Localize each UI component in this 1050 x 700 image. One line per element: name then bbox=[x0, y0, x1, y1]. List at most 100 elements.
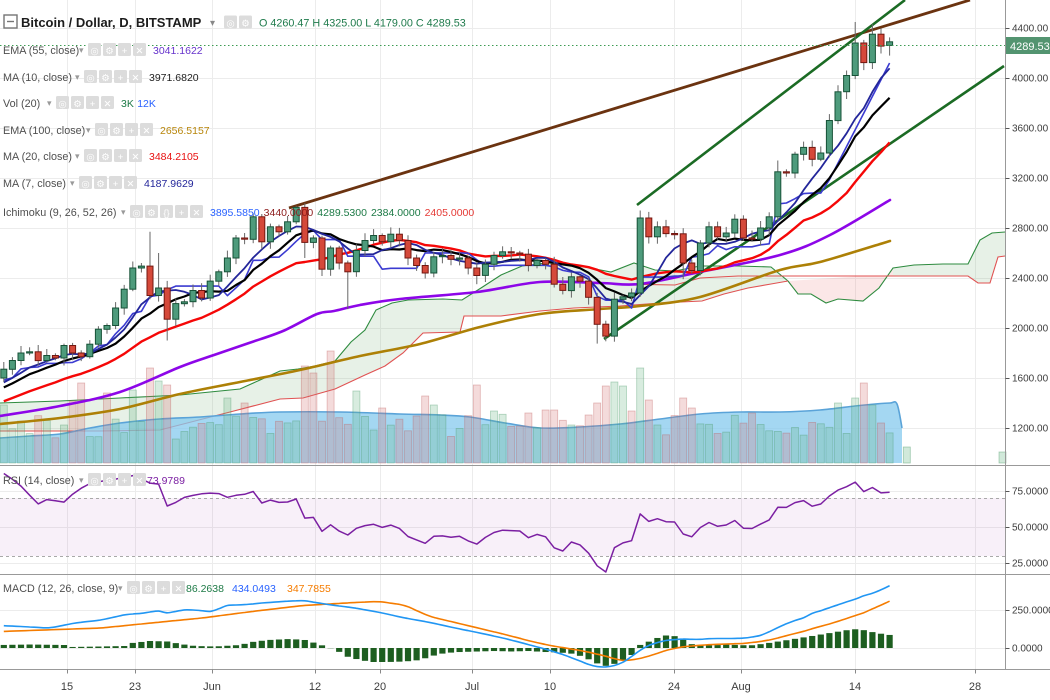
svg-text:O 4260.47 H 4325.00 L 4179.00: O 4260.47 H 4325.00 L 4179.00 C 4289.53 bbox=[259, 18, 466, 30]
svg-text:⚙: ⚙ bbox=[105, 46, 114, 57]
svg-text:2405.0000: 2405.0000 bbox=[425, 207, 475, 219]
svg-text:◎: ◎ bbox=[81, 179, 90, 190]
svg-text:4000.00: 4000.00 bbox=[1012, 74, 1049, 85]
svg-text:▾: ▾ bbox=[47, 98, 52, 108]
svg-text:4289.53: 4289.53 bbox=[1010, 41, 1050, 53]
svg-text:75.0000: 75.0000 bbox=[1012, 487, 1049, 498]
svg-text:Aug: Aug bbox=[731, 681, 751, 693]
svg-text:✕: ✕ bbox=[132, 73, 140, 84]
svg-text:347.7855: 347.7855 bbox=[287, 583, 331, 595]
svg-text:+: + bbox=[90, 99, 96, 110]
svg-text:3200.00: 3200.00 bbox=[1012, 174, 1049, 185]
svg-text:⚙: ⚙ bbox=[96, 179, 105, 190]
svg-text:◎: ◎ bbox=[86, 152, 95, 163]
svg-text:+: + bbox=[118, 73, 124, 84]
svg-text:✕: ✕ bbox=[132, 152, 140, 163]
svg-text:◎: ◎ bbox=[86, 73, 95, 84]
svg-text:▾: ▾ bbox=[79, 475, 84, 485]
svg-text:4187.9629: 4187.9629 bbox=[144, 178, 194, 190]
svg-text:12: 12 bbox=[309, 681, 321, 693]
svg-text:⚙: ⚙ bbox=[147, 208, 156, 219]
svg-text:Jul: Jul bbox=[465, 681, 479, 693]
svg-text:Vol (20): Vol (20) bbox=[3, 98, 40, 110]
svg-text:+: + bbox=[129, 126, 135, 137]
svg-text:✕: ✕ bbox=[193, 208, 201, 219]
svg-text:3971.6820: 3971.6820 bbox=[149, 72, 199, 84]
svg-text:+: + bbox=[179, 208, 185, 219]
svg-text:2000.00: 2000.00 bbox=[1012, 324, 1049, 335]
svg-text:Ichimoku (9, 26, 52, 26): Ichimoku (9, 26, 52, 26) bbox=[3, 207, 116, 219]
svg-text:Bitcoin / Dollar, D, BITSTAMP: Bitcoin / Dollar, D, BITSTAMP bbox=[21, 15, 202, 30]
svg-text:✕: ✕ bbox=[104, 99, 112, 110]
svg-text:434.0493: 434.0493 bbox=[232, 583, 276, 595]
svg-text:◎: ◎ bbox=[90, 46, 99, 57]
svg-text:14: 14 bbox=[849, 681, 861, 693]
svg-text:◎: ◎ bbox=[129, 584, 138, 595]
svg-text:✕: ✕ bbox=[175, 584, 183, 595]
svg-text:+: + bbox=[161, 584, 167, 595]
svg-text:3600.00: 3600.00 bbox=[1012, 124, 1049, 135]
svg-text:73.9789: 73.9789 bbox=[147, 475, 185, 487]
svg-text:▾: ▾ bbox=[210, 18, 215, 29]
svg-text:◎: ◎ bbox=[132, 208, 141, 219]
svg-text:Jun: Jun bbox=[203, 681, 221, 693]
svg-text:✕: ✕ bbox=[143, 126, 151, 137]
svg-text:20: 20 bbox=[374, 681, 386, 693]
svg-text:✕: ✕ bbox=[136, 46, 144, 57]
svg-text:⚙: ⚙ bbox=[101, 152, 110, 163]
svg-text:2384.0000: 2384.0000 bbox=[371, 207, 421, 219]
svg-text:50.0000: 50.0000 bbox=[1012, 523, 1049, 534]
svg-text:EMA (55, close): EMA (55, close) bbox=[3, 45, 79, 57]
svg-text:250.0000: 250.0000 bbox=[1012, 606, 1050, 617]
svg-text:1200.00: 1200.00 bbox=[1012, 424, 1049, 435]
svg-text:⚙: ⚙ bbox=[241, 19, 250, 30]
svg-text:▾: ▾ bbox=[121, 207, 126, 217]
svg-text:1600.00: 1600.00 bbox=[1012, 374, 1049, 385]
svg-text:▾: ▾ bbox=[75, 151, 80, 161]
svg-text:15: 15 bbox=[61, 681, 73, 693]
svg-text:4400.00: 4400.00 bbox=[1012, 24, 1049, 35]
svg-text:3440.0000: 3440.0000 bbox=[264, 207, 314, 219]
svg-text:+: + bbox=[122, 46, 128, 57]
svg-text:3K: 3K bbox=[121, 98, 134, 110]
svg-text:+: + bbox=[122, 476, 128, 487]
svg-text:MA (10, close): MA (10, close) bbox=[3, 72, 72, 84]
svg-text:RSI (14, close): RSI (14, close) bbox=[3, 475, 74, 487]
svg-text:⚙: ⚙ bbox=[112, 126, 121, 137]
svg-text:2656.5157: 2656.5157 bbox=[160, 125, 210, 137]
svg-text:EMA (100, close): EMA (100, close) bbox=[3, 125, 85, 137]
svg-text:◎: ◎ bbox=[97, 126, 106, 137]
svg-text:12K: 12K bbox=[137, 98, 156, 110]
svg-text:23: 23 bbox=[129, 681, 141, 693]
svg-text:◎: ◎ bbox=[90, 476, 99, 487]
svg-text:3484.2105: 3484.2105 bbox=[149, 151, 199, 163]
svg-text:⚙: ⚙ bbox=[144, 584, 153, 595]
svg-text:2800.00: 2800.00 bbox=[1012, 224, 1049, 235]
svg-text:28: 28 bbox=[969, 681, 981, 693]
svg-text:MA (20, close): MA (20, close) bbox=[3, 151, 72, 163]
svg-text:25.0000: 25.0000 bbox=[1012, 559, 1049, 570]
svg-text:24: 24 bbox=[668, 681, 680, 693]
svg-text:▾: ▾ bbox=[75, 72, 80, 82]
svg-text:◎: ◎ bbox=[226, 19, 235, 30]
svg-text:+: + bbox=[113, 179, 119, 190]
svg-text:⚙: ⚙ bbox=[105, 476, 114, 487]
svg-text:MACD (12, 26, close, 9): MACD (12, 26, close, 9) bbox=[3, 583, 118, 595]
svg-text:0.0000: 0.0000 bbox=[1012, 644, 1043, 655]
svg-text:86.2638: 86.2638 bbox=[186, 583, 224, 595]
svg-text:✕: ✕ bbox=[136, 476, 144, 487]
svg-text:✕: ✕ bbox=[127, 179, 135, 190]
svg-text:+: + bbox=[118, 152, 124, 163]
svg-text:10: 10 bbox=[544, 681, 556, 693]
svg-text:▾: ▾ bbox=[70, 178, 75, 188]
svg-text:▾: ▾ bbox=[79, 45, 84, 55]
svg-text:▾: ▾ bbox=[118, 583, 123, 593]
svg-text:{}: {} bbox=[163, 208, 169, 219]
svg-text:2400.00: 2400.00 bbox=[1012, 274, 1049, 285]
svg-text:3895.5850: 3895.5850 bbox=[210, 207, 260, 219]
svg-text:MA (7, close): MA (7, close) bbox=[3, 178, 66, 190]
svg-text:4289.5300: 4289.5300 bbox=[317, 207, 367, 219]
svg-text:▾: ▾ bbox=[86, 125, 91, 135]
svg-text:⚙: ⚙ bbox=[101, 73, 110, 84]
svg-text:◎: ◎ bbox=[58, 99, 67, 110]
